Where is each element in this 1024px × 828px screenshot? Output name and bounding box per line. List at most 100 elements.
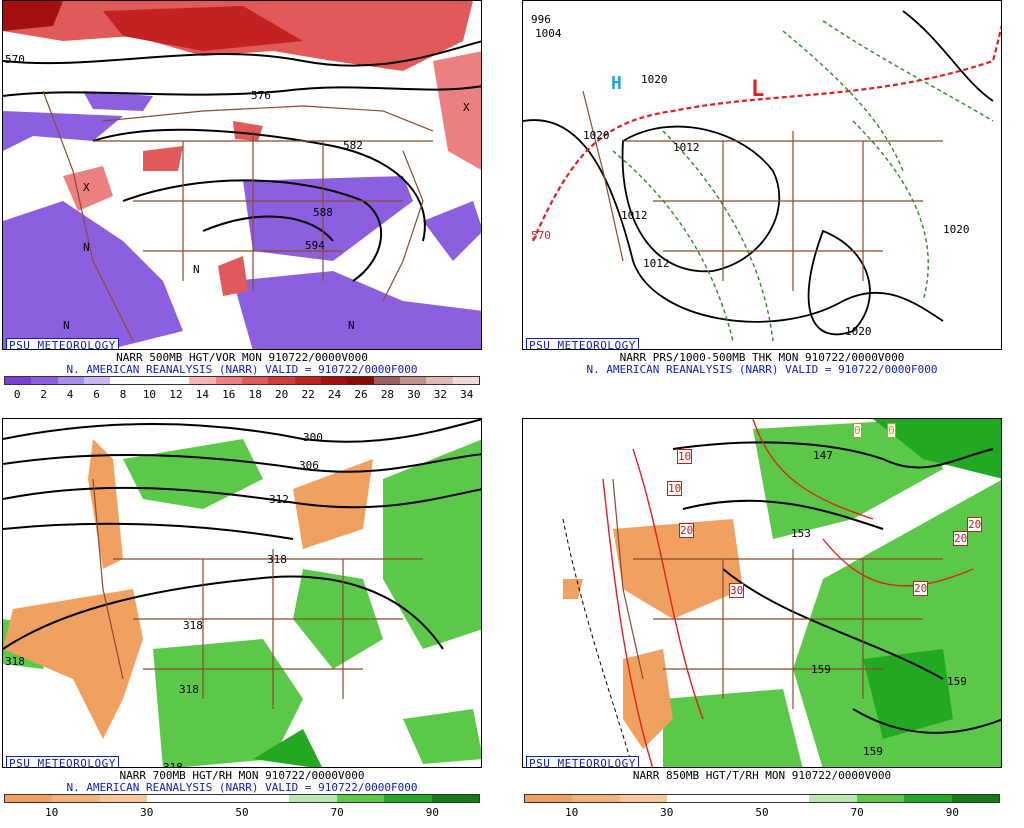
isobar-label: 1020 — [943, 223, 970, 236]
colorbar-cell — [162, 377, 190, 384]
hgt-contour-153 — [682, 499, 884, 530]
psu-meteorology-badge: PSU METEOROLOGY — [526, 338, 639, 349]
hgt-contour-147 — [672, 441, 994, 469]
colorbar-cell — [99, 795, 148, 802]
caption-line1: NARR 700MB HGT/RH MON 910722/0000V000 — [119, 769, 365, 782]
colorbar-tick-label: 30 — [660, 806, 674, 819]
isotherm-label: 0 — [887, 423, 896, 438]
hgt-contour-300 — [3, 419, 481, 443]
colorbar-ticks-rh-700: 10 30 50 70 90 — [4, 806, 480, 819]
caption-line2: N. AMERICAN REANALYSIS (NARR) VALID = 91… — [66, 363, 418, 376]
map-borders — [582, 90, 943, 291]
min-label: N — [348, 319, 355, 332]
colorbar-cell — [268, 377, 295, 384]
contour-label: 306 — [299, 459, 319, 472]
psu-meteorology-badge: PSU METEOROLOGY — [526, 756, 639, 767]
contour-label: 318 — [179, 683, 199, 696]
colorbar-tick-label: 6 — [93, 388, 100, 401]
colorbar-tick-label: 30 — [407, 388, 421, 401]
colorbar-cell — [762, 795, 810, 802]
isotherm-label: 30 — [729, 583, 745, 598]
colorbar-tick-label: 10 — [142, 388, 157, 401]
colorbar-cell — [136, 377, 163, 384]
isotherm-label: 20 — [953, 531, 969, 546]
isotherm-label: 20 — [967, 517, 983, 532]
isobar-1020 — [523, 119, 944, 323]
panel-700mb-rh: 300 306 312 318 318 318 318 318 PSU METE… — [2, 418, 482, 828]
colorbar-cell — [242, 795, 290, 802]
colorbar-tick-label: 50 — [235, 806, 249, 819]
colorbar-tick-label: 28 — [380, 388, 395, 401]
colorbar-cell — [5, 795, 53, 802]
hgt-contour-306 — [3, 453, 481, 473]
hgt-contour-159 — [722, 568, 1001, 734]
isotherm-label: 10 — [677, 449, 693, 464]
colorbar-cell — [320, 377, 348, 384]
colorbar-tick-label: 24 — [327, 388, 342, 401]
colorbar-tick-label: 10 — [564, 806, 579, 819]
map-pressure: 996 1004 1012 1020 1012 1020 1012 1020 1… — [522, 0, 1002, 350]
psu-meteorology-badge: PSU METEOROLOGY — [6, 756, 119, 767]
rh-dry-southwest — [613, 519, 743, 619]
map-borders — [92, 478, 423, 709]
contour-label: 576 — [251, 89, 271, 102]
map-850mb: 147 153 159 159 159 10 10 20 20 20 20 30… — [522, 418, 1002, 768]
colorbar-ticks-rh-850: 10 30 50 70 90 — [524, 806, 1000, 819]
contour-label: 318 — [5, 655, 25, 668]
colorbar-cell — [194, 795, 243, 802]
colorbar-cell — [347, 377, 374, 384]
colorbar-cell — [619, 795, 668, 802]
contour-label: 318 — [267, 553, 287, 566]
map-700mb: 300 306 312 318 318 318 318 318 PSU METE… — [2, 418, 482, 768]
colorbar-cell — [572, 795, 620, 802]
colorbar-tick-label: 10 — [44, 806, 59, 819]
colorbar-tick-label: 34 — [460, 388, 474, 401]
contour-label: 318 — [183, 619, 203, 632]
contour-label: 588 — [313, 206, 333, 219]
colorbar-cell — [294, 377, 321, 384]
contour-label: 318 — [163, 761, 183, 768]
map-borders — [42, 90, 433, 342]
colorbar-cell — [951, 795, 1000, 802]
colorbar-cell — [426, 377, 453, 384]
rh-dry-southwest — [3, 589, 143, 739]
contour-label: 582 — [343, 139, 363, 152]
max-label: X — [463, 101, 470, 114]
colorbar-cell — [189, 377, 216, 384]
caption-line1: NARR 500MB HGT/VOR MON 910722/0000V000 — [116, 351, 368, 364]
isotherm-label: 0 — [853, 423, 862, 438]
max-label: X — [83, 181, 90, 194]
colorbar-tick-label: 8 — [119, 388, 127, 401]
colorbar-cell — [525, 795, 573, 802]
thickness-570 — [531, 24, 1001, 242]
colorbar-cell — [856, 795, 905, 802]
caption-line2: N. AMERICAN REANALYSIS (NARR) VALID = 91… — [66, 781, 418, 794]
rh-moist-east — [383, 439, 481, 649]
panel-pressure-thickness: 996 1004 1012 1020 1012 1020 1012 1020 1… — [522, 0, 1002, 410]
colorbar-tick-label: 12 — [169, 388, 183, 401]
colorbar-cell — [809, 795, 857, 802]
colorbar-vorticity — [4, 376, 480, 385]
hgt-contour-582 — [92, 128, 426, 242]
colorbar-tick-label: 14 — [195, 388, 209, 401]
isobar-1012 — [621, 125, 781, 273]
colorbar-cell — [452, 377, 479, 384]
isobar-label: 1004 — [535, 27, 562, 40]
colorbar-cell — [147, 795, 195, 802]
isobar-label: 1012 — [673, 141, 700, 154]
colorbar-tick-label: 26 — [354, 388, 368, 401]
min-label: N — [83, 241, 90, 254]
map-borders — [612, 478, 943, 709]
contour-label: 153 — [791, 527, 811, 540]
map-svg-500mb — [3, 1, 481, 349]
map-500mb: 570 576 582 588 594 N N N N X X PSU METE… — [2, 0, 482, 350]
hgt-contour-576 — [3, 85, 481, 97]
colorbar-tick-label: 90 — [425, 806, 440, 819]
colorbar-cell — [904, 795, 952, 802]
contour-label: 312 — [269, 493, 289, 506]
min-label: N — [63, 319, 70, 332]
colorbar-cell — [336, 795, 385, 802]
colorbar-cell — [83, 377, 111, 384]
colorbar-tick-label: 90 — [945, 806, 960, 819]
panel-500mb-vorticity: 570 576 582 588 594 N N N N X X PSU METE… — [2, 0, 482, 410]
